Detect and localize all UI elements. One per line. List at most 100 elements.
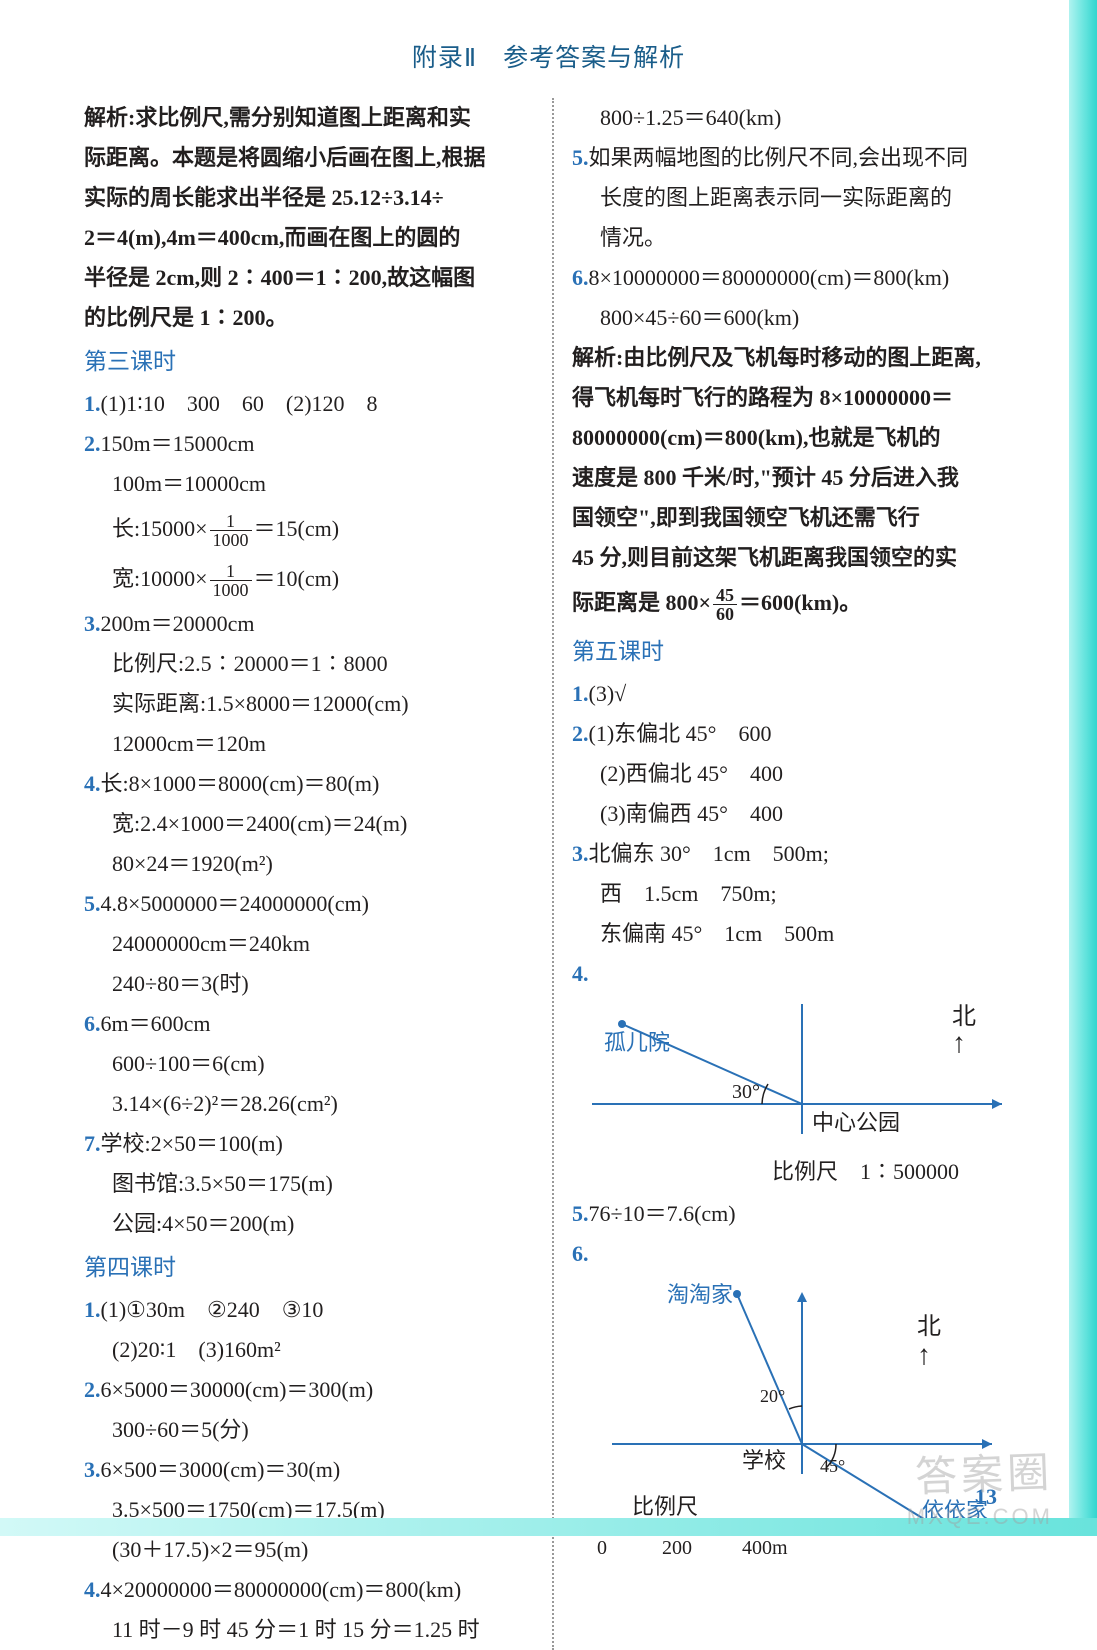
qnum: 1. xyxy=(572,681,589,706)
qnum: 3. xyxy=(84,1457,101,1482)
q4: 4.4×20000000＝80000000(cm)＝800(km) xyxy=(84,1570,538,1610)
qtext: 150m＝15000cm xyxy=(101,431,255,456)
explain-line: 半径是 2cm,则 2∶400＝1∶200,故这幅图 xyxy=(84,258,538,298)
qnum: 5. xyxy=(572,145,589,170)
q3: 3.北偏东 30° 1cm 500m; xyxy=(572,834,1024,874)
qtext: (3)√ xyxy=(589,681,627,706)
page-right-edge xyxy=(1069,0,1097,1536)
text: ＝10(cm) xyxy=(254,566,340,591)
qnum: 4. xyxy=(84,771,101,796)
svg-text:↑: ↑ xyxy=(917,1340,931,1371)
q2: 2.6×5000＝30000(cm)＝300(m) xyxy=(84,1370,538,1410)
frac-bot: 1000 xyxy=(210,531,252,549)
q1-line: (2)20∶1 (3)160m² xyxy=(84,1330,538,1370)
svg-text:学校: 学校 xyxy=(742,1448,786,1473)
qtext: 6m＝600cm xyxy=(101,1011,211,1036)
qnum: 5. xyxy=(84,891,101,916)
q3-line: 比例尺:2.5∶20000＝1∶8000 xyxy=(84,644,538,684)
qnum: 3. xyxy=(84,611,101,636)
svg-text:孤儿院: 孤儿院 xyxy=(604,1030,670,1055)
q5: 5.如果两幅地图的比例尺不同,会出现不同 xyxy=(572,138,1024,178)
q2-line: (3)南偏西 45° 400 xyxy=(572,794,1024,834)
qtext: 4×20000000＝80000000(cm)＝800(km) xyxy=(101,1577,462,1602)
frac-top: 1 xyxy=(210,512,252,531)
explain-line: 际距离。本题是将圆缩小后画在图上,根据 xyxy=(84,138,538,178)
q7-line: 公园:4×50＝200(m) xyxy=(84,1204,538,1244)
q6-line: 3.14×(6÷2)²＝28.26(cm²) xyxy=(84,1084,538,1124)
q5-line: 240÷80＝3(时) xyxy=(84,964,538,1004)
explain-line: 得飞机每时飞行的路程为 8×10000000＝ xyxy=(572,378,1024,418)
svg-text:200: 200 xyxy=(662,1537,692,1554)
fraction: 4560 xyxy=(713,586,737,623)
qtext: (1)①30m ②240 ③10 xyxy=(101,1297,324,1322)
q3-line: 东偏南 45° 1cm 500m xyxy=(572,914,1024,954)
q7: 7.学校:2×50＝100(m) xyxy=(84,1124,538,1164)
q2: 2.150m＝15000cm xyxy=(84,424,538,464)
text: ＝600(km)。 xyxy=(739,590,861,615)
q1: 1.(3)√ xyxy=(572,674,1024,714)
qnum: 4. xyxy=(84,1577,101,1602)
q4: 4.长:8×1000＝8000(cm)＝80(m) xyxy=(84,764,538,804)
content-columns: 解析:求比例尺,需分别知道图上距离和实 际距离。本题是将圆缩小后画在图上,根据 … xyxy=(0,84,1097,1650)
right-column: 800÷1.25＝640(km) 5.如果两幅地图的比例尺不同,会出现不同 长度… xyxy=(554,98,1024,1650)
qtext: (1)1∶10 300 60 (2)120 8 xyxy=(101,391,378,416)
q5: 5.76÷10＝7.6(cm) xyxy=(572,1194,1024,1234)
explain-line: 国领空",即到我国领空飞机还需飞行 xyxy=(572,498,1024,538)
q4-diagram: 4. 30°孤儿院中心公园北↑比例尺 1∶500000 xyxy=(572,954,1024,1194)
explain-line: 80000000(cm)＝800(km),也就是飞机的 xyxy=(572,418,1024,458)
q3: 3.6×500＝3000(cm)＝30(m) xyxy=(84,1450,538,1490)
q2-line: 300÷60＝5(分) xyxy=(84,1410,538,1450)
qnum: 4. xyxy=(572,961,589,986)
explain-line: 解析:求比例尺,需分别知道图上距离和实 xyxy=(84,98,538,138)
qtext: 6×500＝3000(cm)＝30(m) xyxy=(101,1457,341,1482)
qtext: (1)东偏北 45° 600 xyxy=(589,721,772,746)
qtext: 6×5000＝30000(cm)＝300(m) xyxy=(101,1377,374,1402)
q6-line: 800×45÷60＝600(km) xyxy=(572,298,1024,338)
qnum: 3. xyxy=(572,841,589,866)
explain-line: 速度是 800 千米/时,"预计 45 分后进入我 xyxy=(572,458,1024,498)
q4-line: 11 时－9 时 45 分＝1 时 15 分＝1.25 时 xyxy=(84,1610,538,1650)
q1: 1.(1)①30m ②240 ③10 xyxy=(84,1290,538,1330)
qnum: 2. xyxy=(84,431,101,456)
explain-line: 解析:由比例尺及飞机每时移动的图上距离, xyxy=(572,338,1024,378)
qnum: 6. xyxy=(572,1241,589,1266)
frac-top: 45 xyxy=(713,586,737,605)
q4-line: 80×24＝1920(m²) xyxy=(84,844,538,884)
svg-text:30°: 30° xyxy=(732,1081,760,1103)
svg-text:0: 0 xyxy=(597,1537,607,1554)
svg-text:比例尺: 比例尺 xyxy=(632,1494,698,1519)
page-header: 附录Ⅱ 参考答案与解析 xyxy=(0,0,1097,84)
text: 宽:10000× xyxy=(112,566,208,591)
q6-line: 600÷100＝6(cm) xyxy=(84,1044,538,1084)
top-line: 800÷1.25＝640(km) xyxy=(572,98,1024,138)
q6: 6.8×10000000＝80000000(cm)＝800(km) xyxy=(572,258,1024,298)
q3-line: 实际距离:1.5×8000＝12000(cm) xyxy=(84,684,538,724)
qnum: 5. xyxy=(572,1201,589,1226)
watermark-logo: 答案圈 xyxy=(914,1439,1054,1505)
explain-line: 际距离是 800×4560＝600(km)。 xyxy=(572,578,1024,628)
q5-line: 长度的图上距离表示同一实际距离的 xyxy=(572,178,1024,218)
qtext: 76÷10＝7.6(cm) xyxy=(589,1201,736,1226)
qnum: 7. xyxy=(84,1131,101,1156)
svg-text:400m: 400m xyxy=(742,1537,788,1554)
section-3-title: 第三课时 xyxy=(84,342,538,382)
explain-line: 45 分,则目前这架飞机距离我国领空的实 xyxy=(572,538,1024,578)
frac-top: 1 xyxy=(210,562,252,581)
watermark-url: MXQE.COM xyxy=(907,1504,1053,1530)
diagram-1: 30°孤儿院中心公园北↑比例尺 1∶500000 xyxy=(572,994,1012,1194)
q2-line: 100m＝10000cm xyxy=(84,464,538,504)
qtext: 北偏东 30° 1cm 500m; xyxy=(589,841,829,866)
qnum: 6. xyxy=(84,1011,101,1036)
fraction: 11000 xyxy=(210,512,252,549)
section-4-title: 第四课时 xyxy=(84,1248,538,1288)
svg-text:45°: 45° xyxy=(820,1456,845,1476)
qnum: 1. xyxy=(84,1297,101,1322)
q3-line: (30＋17.5)×2＝95(m) xyxy=(84,1530,538,1570)
frac-bot: 1000 xyxy=(210,581,252,599)
qnum: 2. xyxy=(572,721,589,746)
q7-line: 图书馆:3.5×50＝175(m) xyxy=(84,1164,538,1204)
explain-line: 2＝4(m),4m＝400cm,而画在图上的圆的 xyxy=(84,218,538,258)
svg-text:↑: ↑ xyxy=(952,1028,966,1059)
q2-line: 长:15000×11000＝15(cm) xyxy=(84,504,538,554)
qtext: 如果两幅地图的比例尺不同,会出现不同 xyxy=(589,145,969,170)
